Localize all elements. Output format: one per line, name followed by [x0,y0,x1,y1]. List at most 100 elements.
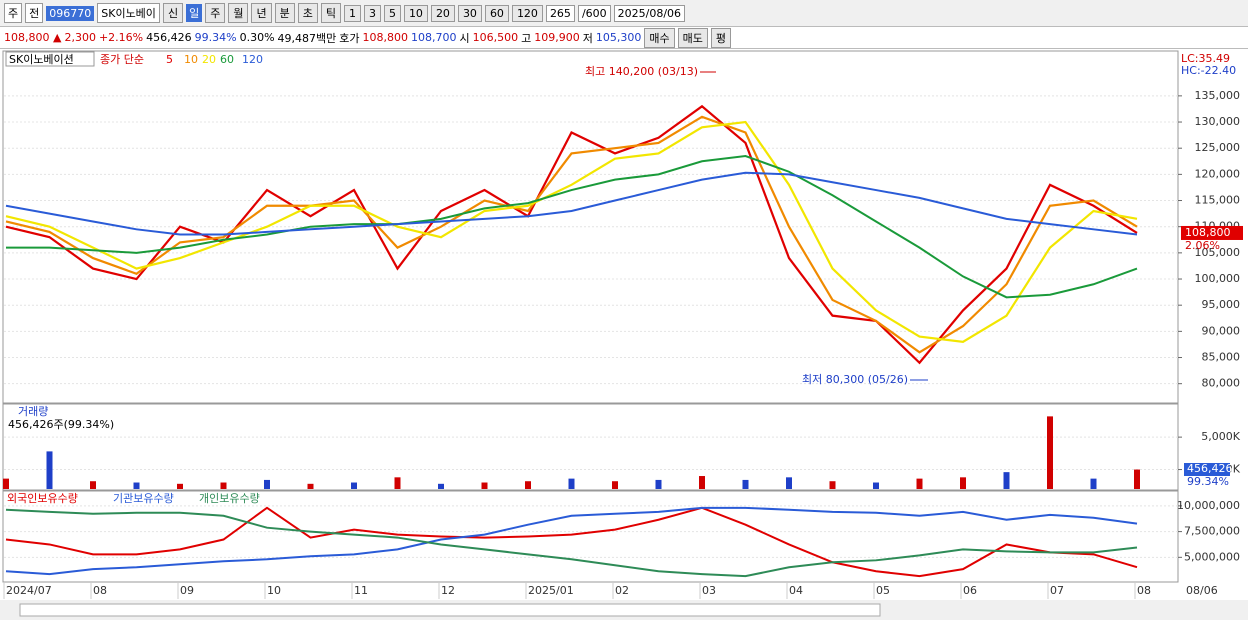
toolbar-item[interactable]: 3 [363,4,381,22]
series-line [5,104,1138,365]
legend-entry: 개인보유수량 [199,492,260,505]
toolbar-item[interactable]: 1 [343,4,361,22]
x-tick-label: 05 [876,584,890,597]
volume-bar [133,482,140,489]
y-tick-label: 105,000 [1195,246,1241,259]
volume-bar [960,477,966,489]
info-item: 99.34% [194,31,237,44]
y-tick-label: 80,000 [1202,377,1241,390]
y-tick-label: 85,000 [1202,351,1241,364]
info-item: 0.30% [239,31,275,44]
toolbar-item[interactable]: 신 [162,3,184,23]
toolbar-item[interactable]: /600 [577,4,611,22]
volume-bar [220,482,227,489]
volume-bar [177,483,183,489]
info-button[interactable]: 매수 [644,27,675,48]
volume-bar [568,478,575,489]
toolbar-item[interactable]: 틱 [320,3,341,23]
y-tick-label: 10,000,000 [1177,499,1240,512]
last-volume-box [1184,463,1230,476]
volume-bar [307,483,314,489]
info-button[interactable]: 평 [710,27,732,48]
panel-title: 거래량 [18,405,48,418]
series-line [5,506,1138,578]
x-tick-label: 04 [789,584,803,597]
x-tick-label: 2024/07 [6,584,52,597]
volume-panel [2,403,1179,491]
y-tick-label: 120,000 [1195,167,1241,180]
info-item: 고 [521,31,532,45]
y-tick-label: 100,000 [1195,272,1241,285]
y-tick-label: 95,000 [1202,298,1241,311]
legend-entry: 20 [202,53,216,66]
toolbar-item[interactable]: 2025/08/06 [613,4,686,22]
toolbar-item[interactable]: 5 [383,4,401,22]
volume-bar [612,481,618,489]
toolbar-item[interactable]: 초 [297,3,318,23]
y-tick-label: 125,000 [1195,141,1241,154]
y-tick-label: 130,000 [1195,115,1241,128]
toolbar-item[interactable]: 일 [186,4,203,22]
info-item: +2.16% [98,31,144,44]
legend-entry: 120 [242,53,263,66]
x-tick-label: 11 [354,584,368,597]
toolbar-item[interactable]: 20 [430,4,455,22]
background [0,49,1248,621]
volume-bar [1090,478,1097,489]
toolbar-item[interactable]: 분 [274,3,295,23]
volume-bar [351,482,357,489]
info-button[interactable]: 매도 [677,27,708,48]
toolbar-item[interactable]: SK이노베이 [97,3,160,23]
info-item: 109,900 [534,31,580,44]
chart-title: SK이노베이션 [9,53,74,66]
series-line [5,171,1138,236]
toolbar-item[interactable]: 60 [484,4,509,22]
y-tick-label: 5,000,000 [1184,550,1240,563]
toolbar-item[interactable]: 주 [4,3,23,23]
x-tick-label: 06 [963,584,977,597]
volume-bar [46,451,53,489]
legend-entry: 기관보유수량 [113,492,174,505]
x-tick-label: 03 [702,584,716,597]
y-tick-label: 5,000K [1201,430,1240,443]
toolbar-item[interactable]: 전 [25,3,44,23]
series-line [5,508,1138,578]
volume-bar [525,481,531,489]
volume-bar [3,478,9,489]
legend-prefix: 종가 단순 [100,53,144,66]
info-item: 106,500 [472,31,519,44]
info-item: 108,800 [362,31,409,44]
volume-bar [264,479,270,489]
volume-bar [1134,469,1140,489]
toolbar-item[interactable]: 096770 [46,5,95,21]
toolbar-item[interactable]: 주 [205,3,226,23]
info-item: 저 [582,31,593,45]
volume-bar [916,478,923,489]
scroll-track[interactable] [19,603,881,617]
info-item: 49,487백만 [277,31,337,45]
info-item: 105,300 [595,31,642,44]
toolbar-item[interactable]: 10 [403,4,428,22]
toolbar-item[interactable]: 년 [251,3,272,23]
toolbar-item[interactable]: 월 [228,3,249,23]
legend-entry: 60 [220,53,234,66]
volume-bar [1047,416,1053,489]
toolbar-item[interactable]: 120 [511,4,543,22]
toolbar-item[interactable]: 30 [457,4,482,22]
series-line [5,115,1138,354]
info-item: 108,800 ▲ [4,31,62,44]
last-change: 2.06% [1185,239,1220,252]
info-item: 2,300 [64,31,96,44]
volume-bar [829,481,836,489]
volume-bar [655,479,662,489]
toolbar-item[interactable]: 265 [545,4,575,22]
last-volume: 456,426 [1187,462,1233,475]
x-tick-label: 12 [441,584,455,597]
legend-entry: 외국인보유수량 [7,492,78,505]
x-tick-label: 08 [93,584,107,597]
y-tick-label: 90,000 [1202,324,1241,337]
y-tick-label: 7,500,000 [1184,525,1240,538]
x-tick-label: 2025/01 [528,584,574,597]
x-tick-label: 09 [180,584,194,597]
